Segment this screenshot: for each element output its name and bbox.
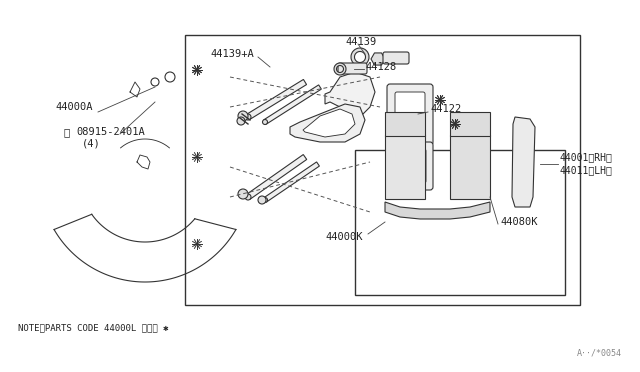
FancyBboxPatch shape: [383, 52, 409, 64]
Bar: [450, 112, 490, 136]
Circle shape: [262, 198, 268, 202]
Text: NOTE：PARTS CODE 44000L ‥‥‥ ✱: NOTE：PARTS CODE 44000L ‥‥‥ ✱: [18, 323, 168, 332]
Text: 08915-2401A: 08915-2401A: [76, 127, 145, 137]
FancyBboxPatch shape: [392, 142, 433, 190]
Text: 44080K: 44080K: [500, 217, 538, 227]
FancyBboxPatch shape: [338, 63, 367, 74]
Text: A··/*0054: A··/*0054: [577, 349, 622, 358]
Polygon shape: [512, 117, 535, 207]
Bar: [450, 135, 490, 199]
Wedge shape: [351, 48, 369, 66]
Text: 44000A: 44000A: [55, 102, 93, 112]
Polygon shape: [264, 85, 321, 124]
Circle shape: [245, 114, 251, 120]
Polygon shape: [303, 109, 355, 137]
Text: 44000K: 44000K: [325, 232, 362, 242]
Text: 44122: 44122: [430, 104, 461, 114]
Circle shape: [238, 111, 248, 121]
Text: 44011〈LH〉: 44011〈LH〉: [560, 165, 613, 175]
Text: 44001〈RH〉: 44001〈RH〉: [560, 152, 613, 162]
FancyBboxPatch shape: [395, 92, 425, 137]
Bar: [385, 135, 425, 199]
Text: 44128: 44128: [365, 62, 396, 72]
Wedge shape: [334, 63, 346, 75]
Circle shape: [262, 119, 268, 125]
Circle shape: [238, 189, 248, 199]
Polygon shape: [385, 202, 490, 219]
Polygon shape: [246, 80, 307, 119]
Circle shape: [245, 194, 251, 200]
Bar: [385, 112, 425, 136]
Bar: [355, 150, 565, 295]
Text: (4): (4): [82, 139, 100, 149]
Text: 44139+A: 44139+A: [210, 49, 253, 59]
Polygon shape: [264, 162, 319, 202]
Bar: [185, 35, 580, 305]
FancyBboxPatch shape: [399, 149, 426, 183]
Polygon shape: [325, 72, 375, 117]
Polygon shape: [290, 104, 365, 142]
FancyBboxPatch shape: [387, 84, 433, 145]
Circle shape: [237, 117, 245, 125]
Text: 44139: 44139: [345, 37, 376, 47]
Circle shape: [258, 196, 266, 204]
Polygon shape: [246, 154, 307, 199]
Text: Ⓜ: Ⓜ: [64, 127, 70, 137]
